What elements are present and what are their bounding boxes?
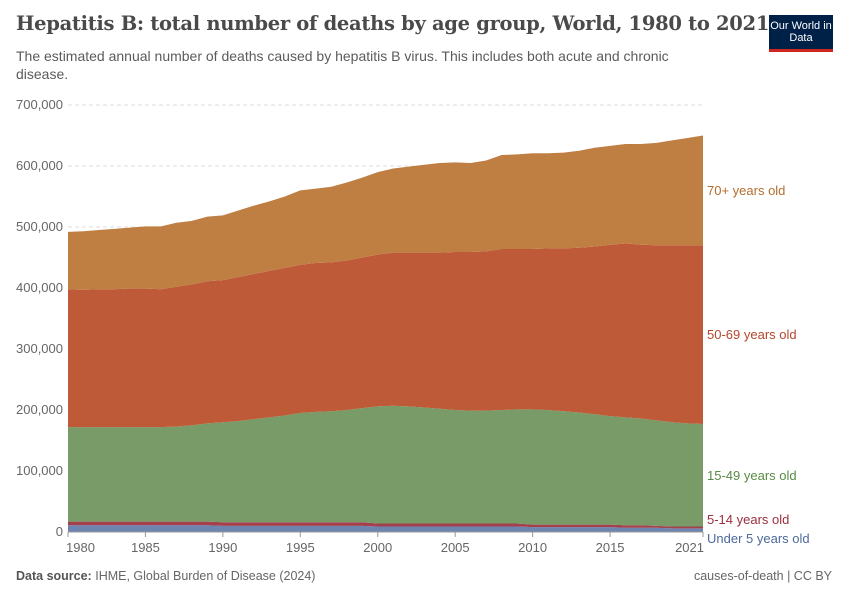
y-tick-label: 500,000 [16, 219, 63, 234]
x-tick-label: 2005 [441, 540, 470, 555]
y-tick-label: 400,000 [16, 280, 63, 295]
series-label-5-14: 5-14 years old [707, 512, 790, 527]
y-tick-label: 700,000 [16, 97, 63, 112]
y-tick-label: 200,000 [16, 402, 63, 417]
area-50-69-years-old[interactable] [68, 243, 703, 428]
series-label-15-49: 15-49 years old [707, 468, 797, 483]
x-tick-label: 2010 [518, 540, 547, 555]
y-tick-label: 300,000 [16, 341, 63, 356]
y-tick-label: 0 [56, 524, 63, 539]
data-source-label: Data source: [16, 569, 92, 583]
area-under-5-years-old[interactable] [68, 525, 703, 532]
footer-license[interactable]: causes-of-death | CC BY [693, 569, 832, 583]
data-source-text[interactable]: IHME, Global Burden of Disease (2024) [95, 569, 316, 583]
x-tick-label: 1990 [208, 540, 237, 555]
series-label-under5: Under 5 years old [707, 531, 810, 546]
y-tick-label: 600,000 [16, 158, 63, 173]
series-label-70plus: 70+ years old [707, 183, 786, 198]
area-5-14-years-old[interactable] [68, 521, 703, 529]
series-label-50-69: 50-69 years old [707, 327, 797, 342]
area-15-49-years-old[interactable] [68, 405, 703, 527]
x-tick-label: 2021 [675, 540, 704, 555]
x-tick-label: 2000 [363, 540, 392, 555]
data-source: Data source: IHME, Global Burden of Dise… [16, 569, 315, 583]
x-tick-label: 1985 [131, 540, 160, 555]
owid-logo[interactable]: Our World in Data [769, 15, 833, 52]
x-tick-label: 2015 [596, 540, 625, 555]
area-70-years-old[interactable] [68, 135, 703, 290]
x-tick-label: 1980 [66, 540, 95, 555]
chart-title: Hepatitis B: total number of deaths by a… [16, 12, 770, 35]
y-tick-label: 100,000 [16, 463, 63, 478]
x-tick-label: 1995 [286, 540, 315, 555]
chart-subtitle: The estimated annual number of deaths ca… [16, 48, 669, 82]
